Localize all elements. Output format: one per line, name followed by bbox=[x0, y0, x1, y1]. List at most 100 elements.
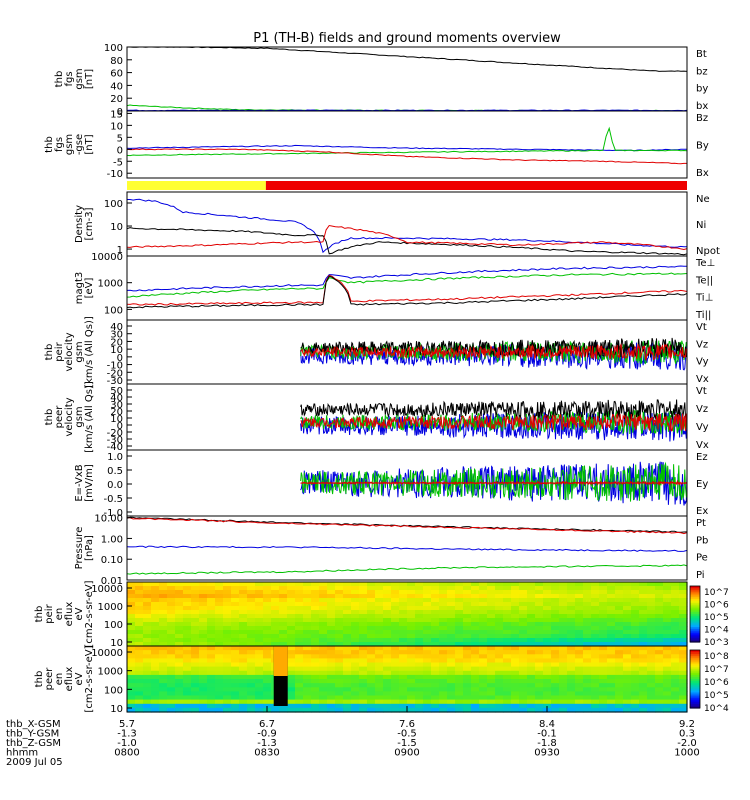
heatmap-cell bbox=[343, 630, 352, 635]
heatmap-cell bbox=[655, 586, 664, 591]
colorbar-step bbox=[690, 671, 700, 674]
heatmap-cell bbox=[127, 691, 136, 697]
heatmap-cell bbox=[231, 606, 240, 611]
heatmap-cell bbox=[231, 683, 240, 688]
heatmap-cell bbox=[247, 614, 256, 619]
legend-entry: Ni bbox=[696, 220, 706, 231]
heatmap-cell bbox=[583, 687, 592, 692]
heatmap-cell bbox=[151, 691, 160, 697]
heatmap-cell bbox=[471, 614, 480, 619]
heatmap-cell bbox=[575, 622, 584, 627]
heatmap-cell bbox=[599, 699, 608, 705]
heatmap-cell bbox=[639, 642, 648, 647]
heatmap-cell bbox=[655, 642, 664, 647]
heatmap-cell bbox=[143, 666, 152, 672]
heatmap-cell bbox=[191, 638, 200, 643]
heatmap-cell bbox=[295, 666, 304, 672]
heatmap-cell bbox=[431, 598, 440, 603]
heatmap-cell bbox=[271, 602, 280, 607]
series-Pb bbox=[126, 517, 688, 535]
heatmap-cell bbox=[519, 679, 528, 684]
heatmap-cell bbox=[487, 695, 496, 701]
heatmap-cell bbox=[191, 630, 200, 635]
heatmap-cell bbox=[343, 606, 352, 611]
heatmap-cell bbox=[215, 703, 224, 709]
heatmap-cell bbox=[335, 683, 344, 688]
heatmap-cell bbox=[367, 650, 376, 655]
heatmap-cell bbox=[175, 586, 184, 591]
heatmap-cell bbox=[231, 699, 240, 705]
heatmap-cell bbox=[199, 614, 208, 619]
heatmap-cell bbox=[343, 614, 352, 619]
legend-entry: Ey bbox=[696, 479, 708, 490]
heatmap-cell bbox=[407, 586, 416, 591]
y-tick-label: -10 bbox=[107, 361, 123, 372]
heatmap-cell bbox=[375, 638, 384, 643]
heatmap-cell bbox=[215, 582, 224, 587]
heatmap-cell bbox=[423, 626, 432, 631]
heatmap-cell bbox=[463, 606, 472, 611]
heatmap-cell bbox=[559, 602, 568, 607]
heatmap-cell bbox=[303, 634, 312, 639]
heatmap-cell bbox=[191, 679, 200, 684]
heatmap-cell bbox=[527, 602, 536, 607]
heatmap-cell bbox=[375, 707, 384, 713]
series-Vt bbox=[300, 337, 688, 359]
heatmap-cell bbox=[431, 683, 440, 688]
heatmap-cell bbox=[335, 622, 344, 627]
y-tick-label: 10000 bbox=[91, 252, 123, 263]
heatmap-cell bbox=[295, 662, 304, 668]
heatmap-cell bbox=[591, 594, 600, 599]
heatmap-cell bbox=[263, 679, 272, 684]
heatmap-cell bbox=[215, 586, 224, 591]
heatmap-cell bbox=[327, 691, 336, 697]
heatmap-cell bbox=[543, 695, 552, 701]
heatmap-cell bbox=[663, 610, 672, 615]
heatmap-cell bbox=[247, 630, 256, 635]
heatmap-cell bbox=[127, 582, 136, 587]
heatmap-cell bbox=[567, 598, 576, 603]
heatmap-cell bbox=[671, 662, 680, 668]
heatmap-cell bbox=[455, 646, 464, 651]
heatmap-cell bbox=[311, 622, 320, 627]
legend-entry: by bbox=[696, 84, 708, 95]
heatmap-cell bbox=[519, 674, 528, 680]
heatmap-cell bbox=[655, 590, 664, 595]
heatmap-cell bbox=[279, 618, 288, 623]
time-axis-value: 7.6 bbox=[399, 719, 415, 730]
heatmap-cell bbox=[359, 614, 368, 619]
heatmap-cell bbox=[671, 610, 680, 615]
heatmap-cell bbox=[127, 626, 136, 631]
heatmap-cell bbox=[679, 630, 688, 635]
heatmap-cell bbox=[311, 582, 320, 587]
colorbar-step bbox=[690, 682, 700, 686]
heatmap-cell bbox=[655, 670, 664, 676]
heatmap-cell bbox=[559, 622, 568, 627]
heatmap-cell bbox=[415, 606, 424, 611]
heatmap-cell bbox=[591, 634, 600, 639]
heatmap-cell bbox=[631, 642, 640, 647]
heatmap-cell bbox=[463, 618, 472, 623]
heatmap-cell bbox=[647, 646, 656, 651]
heatmap-cell bbox=[631, 683, 640, 688]
heatmap-cell bbox=[207, 626, 216, 631]
heatmap-cell bbox=[551, 691, 560, 697]
heatmap-cell bbox=[503, 654, 512, 659]
heatmap-cell bbox=[479, 618, 488, 623]
heatmap-cell bbox=[655, 610, 664, 615]
time-axis-value: 0830 bbox=[254, 748, 279, 759]
heatmap-cell bbox=[287, 650, 296, 655]
time-axis-value: 8.4 bbox=[539, 719, 555, 730]
heatmap-cell bbox=[535, 586, 544, 591]
heatmap-cell bbox=[679, 674, 688, 680]
y-tick-label: 100 bbox=[104, 620, 123, 631]
heatmap-cell bbox=[175, 642, 184, 647]
heatmap-cell bbox=[455, 699, 464, 705]
y-axis-label: thb bbox=[54, 71, 65, 88]
heatmap-cell bbox=[663, 594, 672, 599]
heatmap-cell bbox=[199, 662, 208, 668]
heatmap-cell bbox=[439, 662, 448, 668]
heatmap-cell bbox=[127, 646, 136, 651]
series-Pi bbox=[126, 545, 688, 552]
heatmap-cell bbox=[615, 642, 624, 647]
